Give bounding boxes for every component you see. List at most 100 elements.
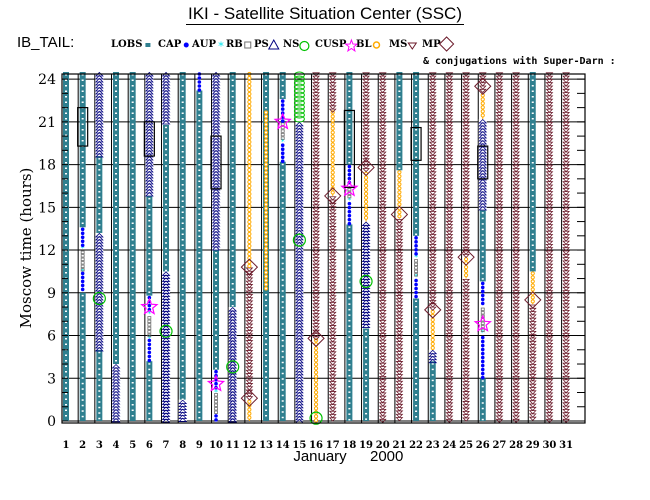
ms-tri xyxy=(245,323,254,328)
x-tick-label: 26 xyxy=(476,440,490,451)
ms-tri xyxy=(562,412,571,417)
bl-sun xyxy=(263,282,269,287)
ms-tri xyxy=(545,310,554,315)
lobs-mark xyxy=(81,123,84,125)
lobs-mark xyxy=(181,294,184,296)
lobs-mark xyxy=(481,261,484,264)
ms-tri xyxy=(512,211,521,216)
ms-tri xyxy=(445,95,454,100)
cap-dot xyxy=(80,271,85,276)
lobs-mark xyxy=(281,273,284,276)
ms-tri xyxy=(545,313,554,318)
ms-tri xyxy=(562,85,571,90)
ms-tri xyxy=(462,278,471,284)
lobs-mark xyxy=(281,191,284,193)
lobs-mark xyxy=(181,134,184,136)
seg-lobs xyxy=(413,72,420,236)
lobs-mark xyxy=(98,412,101,414)
lobs-mark xyxy=(231,79,234,81)
ms-tri xyxy=(495,405,504,410)
lobs-mark xyxy=(198,92,201,95)
ms-tri xyxy=(312,168,320,173)
lobs-mark xyxy=(181,239,184,241)
ms-tri xyxy=(245,330,254,335)
ms-tri xyxy=(378,336,387,341)
chart-title: IKI - Satellite Situation Center (SSC) xyxy=(0,4,650,25)
lobs-mark xyxy=(215,334,218,337)
ms-tri xyxy=(445,214,454,219)
ms-tri xyxy=(562,201,571,206)
ms-tri xyxy=(495,280,504,285)
ms-tri xyxy=(562,395,571,400)
lobs-mark xyxy=(115,173,118,175)
ms-tri xyxy=(445,227,454,232)
lobs-mark xyxy=(81,338,84,341)
ms-tri xyxy=(445,151,454,156)
x-tick-label: 17 xyxy=(326,440,340,451)
cap-dot xyxy=(347,209,352,214)
lobs-mark xyxy=(115,349,118,351)
ms-tri xyxy=(445,141,454,146)
ms-tri xyxy=(328,414,337,419)
lobs-mark xyxy=(348,145,351,147)
ms-tri xyxy=(462,351,471,356)
legend: LOBS CAP AUP * RB PS NS CUSP BL MS MP xyxy=(111,36,455,53)
x-tick-label: 11 xyxy=(226,440,240,451)
ms-tri xyxy=(562,131,571,136)
bl-sun xyxy=(330,118,335,123)
ms-tri xyxy=(512,85,521,90)
seg-lobs xyxy=(179,72,186,400)
cap-dot xyxy=(480,359,485,364)
ms-tri xyxy=(395,347,404,353)
ms-tri xyxy=(495,85,504,90)
ms-tri xyxy=(312,145,320,150)
ms-tri xyxy=(378,79,387,84)
lobs-mark xyxy=(181,145,184,147)
lobs-mark xyxy=(415,217,418,219)
lobs-mark xyxy=(198,323,201,326)
ms-tri xyxy=(545,329,554,334)
lobs-mark xyxy=(365,374,368,376)
ms-tri xyxy=(512,118,521,123)
ms-tri xyxy=(428,112,437,117)
ms-tri xyxy=(545,395,554,400)
ms-tri xyxy=(445,145,454,150)
ms-tri xyxy=(312,98,320,103)
ms-tri xyxy=(545,148,554,153)
lobs-mark xyxy=(198,158,201,161)
lobs-mark xyxy=(231,162,234,164)
ms-tri xyxy=(512,151,521,156)
lobs-mark xyxy=(398,90,401,92)
ms-tri xyxy=(512,92,521,97)
bl-sun xyxy=(263,194,269,199)
ms-tri xyxy=(445,244,454,249)
ms-tri xyxy=(545,366,554,371)
ms-tri xyxy=(245,284,254,289)
lobs-mark xyxy=(531,195,534,197)
lobs-mark xyxy=(131,305,134,307)
ms-tri xyxy=(528,383,537,388)
rb-box xyxy=(214,396,218,400)
ns-circle xyxy=(293,83,305,91)
lobs-mark xyxy=(348,396,351,399)
lobs-mark xyxy=(198,224,201,227)
x-tick-label: 18 xyxy=(342,440,356,451)
ms-tri xyxy=(328,105,337,110)
ms-tri xyxy=(545,115,554,120)
ms-tri xyxy=(512,306,521,311)
lobs-mark xyxy=(181,233,184,235)
lobs-mark xyxy=(531,266,534,268)
lobs-mark xyxy=(231,200,234,202)
bl-sun xyxy=(247,119,252,125)
x-tick-label: 1 xyxy=(63,440,70,451)
ms-tri xyxy=(312,310,320,315)
cap-dot xyxy=(414,290,418,295)
lobs-mark xyxy=(198,120,201,122)
ps-tri xyxy=(94,152,104,158)
lobs-mark xyxy=(148,258,151,260)
ms-tri xyxy=(462,315,471,320)
lobs-mark xyxy=(131,343,134,345)
lobs-mark xyxy=(65,266,67,268)
ms-tri xyxy=(545,263,554,268)
lobs-mark xyxy=(281,224,284,226)
